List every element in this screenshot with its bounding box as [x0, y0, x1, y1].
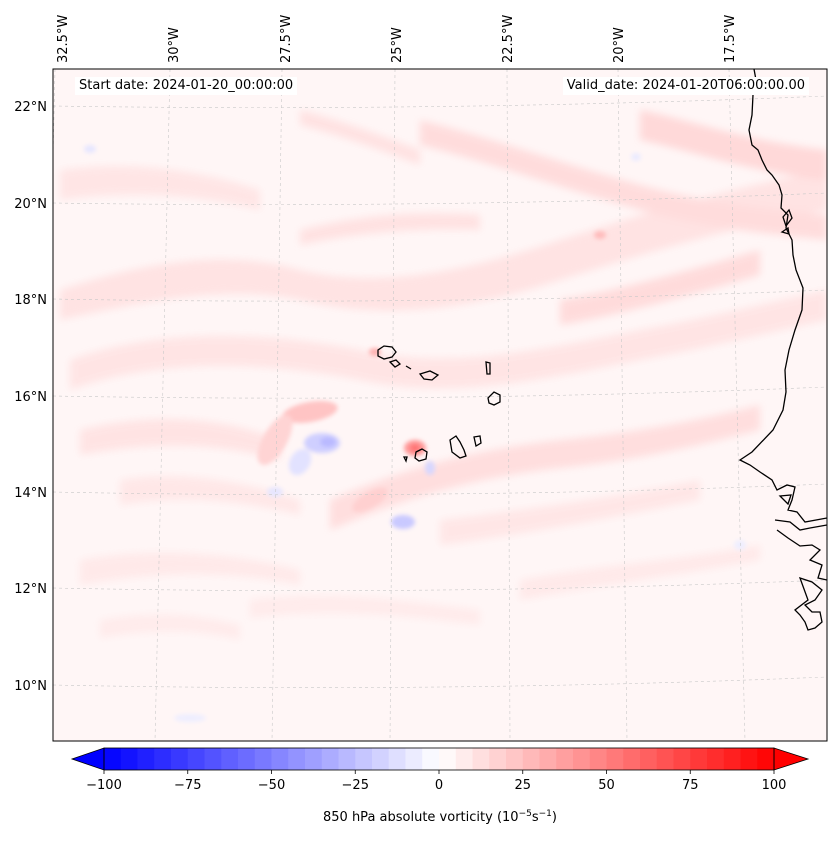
colorbar-cell	[656, 748, 675, 770]
colorbar-cell	[455, 748, 474, 770]
colorbar-cell	[187, 748, 206, 770]
valid-date-label: Valid_date: 2024-01-20T06:00:00.00	[562, 77, 809, 95]
colorbar-cell	[355, 748, 373, 770]
colorbar-cell	[573, 748, 591, 770]
colorbar-cell	[522, 748, 541, 770]
colorbar-cell	[439, 748, 457, 770]
map-area	[52, 68, 828, 742]
lon-label: 22.5°W	[501, 15, 516, 63]
colorbar-cell	[137, 748, 155, 770]
colorbar-label: 850 hPa absolute vorticity (10−5s−1)	[323, 809, 557, 825]
colorbar-cell	[640, 748, 658, 770]
lat-label: 18°N	[14, 293, 47, 308]
graticule	[53, 69, 827, 741]
lon-label: 30°W	[167, 27, 182, 63]
colorbar-tick-label: 100	[762, 778, 787, 793]
map-frame	[52, 68, 828, 742]
longitude-labels: 32.5°W 30°W 27.5°W 25°W 22.5°W 20°W 17.5…	[56, 15, 738, 63]
colorbar-cell	[288, 748, 306, 770]
colorbar-cell	[422, 748, 440, 770]
colorbar-cell	[321, 748, 340, 770]
lon-label: 32.5°W	[56, 15, 71, 63]
colorbar-cell	[757, 748, 775, 770]
lon-label: 17.5°W	[723, 15, 738, 63]
colorbar-tick-label: −50	[258, 778, 285, 793]
coastline	[738, 69, 827, 631]
colorbar-cell	[120, 748, 139, 770]
colorbar-cell	[489, 748, 507, 770]
colorbar-tick-label: 75	[682, 778, 699, 793]
colorbar-cell	[388, 748, 407, 770]
colorbar-cell	[254, 748, 273, 770]
start-date-label: Start date: 2024-01-20_00:00:00	[75, 77, 298, 95]
colorbar-extend-max	[773, 747, 810, 771]
colorbar-cell	[154, 748, 172, 770]
colorbar-cell	[556, 748, 574, 770]
colorbar-cell	[221, 748, 239, 770]
lat-label: 16°N	[14, 390, 47, 405]
lon-label: 20°W	[612, 27, 627, 63]
cape-verde-islands	[377, 345, 501, 463]
lon-label: 25°W	[390, 27, 405, 63]
colorbar-cell	[472, 748, 490, 770]
colorbar-tick-label: −25	[342, 778, 369, 793]
colorbar-cell	[338, 748, 356, 770]
vorticity-contours	[53, 69, 827, 741]
colorbar-cell	[372, 748, 390, 770]
colorbar-cell	[740, 748, 758, 770]
colorbar-tick-label: 0	[435, 778, 443, 793]
lon-label: 27.5°W	[279, 15, 294, 63]
colorbar-cell	[238, 748, 256, 770]
colorbar-cell	[673, 748, 691, 770]
lat-label: 20°N	[14, 197, 47, 212]
colorbar-cell	[606, 748, 624, 770]
colorbar-cell	[405, 748, 423, 770]
lat-label: 10°N	[14, 679, 47, 694]
lat-label: 14°N	[14, 486, 47, 501]
lat-label: 22°N	[14, 100, 47, 115]
colorbar-cell	[723, 748, 742, 770]
colorbar-tick-label: 25	[514, 778, 531, 793]
lat-label: 12°N	[14, 582, 47, 597]
colorbar-cell	[623, 748, 641, 770]
colorbar-cell	[539, 748, 557, 770]
colorbar-cells	[104, 748, 775, 770]
colorbar-cell	[271, 748, 289, 770]
colorbar-extend-min	[70, 747, 105, 771]
colorbar-cell	[690, 748, 708, 770]
colorbar-cell	[305, 748, 323, 770]
colorbar-cell	[589, 748, 608, 770]
colorbar-cell	[204, 748, 222, 770]
colorbar-cell	[104, 748, 122, 770]
colorbar: −100 −75 −50 −25 0 25 50 75 100 850 hPa absolute…	[70, 747, 810, 825]
colorbar-cell	[171, 748, 189, 770]
latitude-labels: 22°N 20°N 18°N 16°N 14°N 12°N 10°N	[14, 100, 47, 694]
colorbar-cell	[707, 748, 725, 770]
colorbar-tick-label: −75	[174, 778, 201, 793]
colorbar-cell	[506, 748, 524, 770]
colorbar-tick-label: −100	[86, 778, 122, 793]
colorbar-tick-label: 50	[598, 778, 615, 793]
colorbar-ticks: −100 −75 −50 −25 0 25 50 75 100	[86, 770, 786, 793]
